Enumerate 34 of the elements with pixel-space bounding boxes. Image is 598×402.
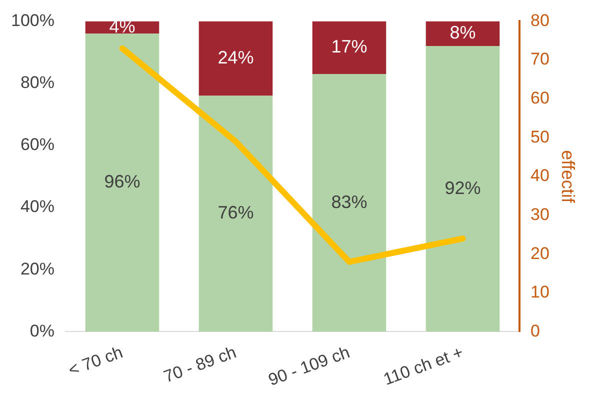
y2-tick-label: 10 (530, 282, 550, 302)
y2-tick-label: 30 (530, 204, 550, 224)
y2-tick-label: 20 (530, 244, 550, 263)
bar (198, 21, 273, 96)
bar (426, 46, 500, 332)
data-label: 96% (104, 172, 140, 192)
data-label: 92% (444, 178, 481, 198)
y-tick-label: 0% (30, 321, 54, 340)
bar (312, 21, 386, 74)
y-tick-label: 40% (20, 197, 54, 216)
y2-tick-label: 60 (530, 88, 550, 108)
data-label: 8% (450, 22, 476, 43)
data-label: 83% (331, 192, 368, 212)
bar (426, 21, 500, 46)
y2-tick-label: 80 (530, 10, 550, 30)
data-label: 17% (331, 36, 368, 57)
x-tick-label: 110 ch et + (380, 342, 466, 389)
data-label: 76% (218, 202, 254, 223)
y2-tick-label: 40 (530, 166, 550, 186)
x-tick-label: 70 - 89 ch (161, 342, 239, 386)
bar (85, 34, 160, 332)
y2-tick-label: 0 (530, 321, 540, 340)
y-tick-label: 60% (20, 135, 54, 154)
x-tick-label: 90 - 109 ch (266, 342, 352, 390)
y2-axis-title: effectif (558, 150, 578, 204)
y-tick-label: 20% (20, 259, 54, 278)
data-label: 24% (218, 47, 254, 68)
x-tick-label: < 70 ch (66, 342, 126, 380)
y2-tick-label: 70 (530, 50, 550, 69)
y-tick-label: 100% (10, 10, 54, 30)
bar (312, 74, 386, 332)
y2-tick-label: 50 (530, 127, 550, 146)
y-tick-label: 80% (20, 72, 54, 92)
bar (198, 96, 273, 332)
